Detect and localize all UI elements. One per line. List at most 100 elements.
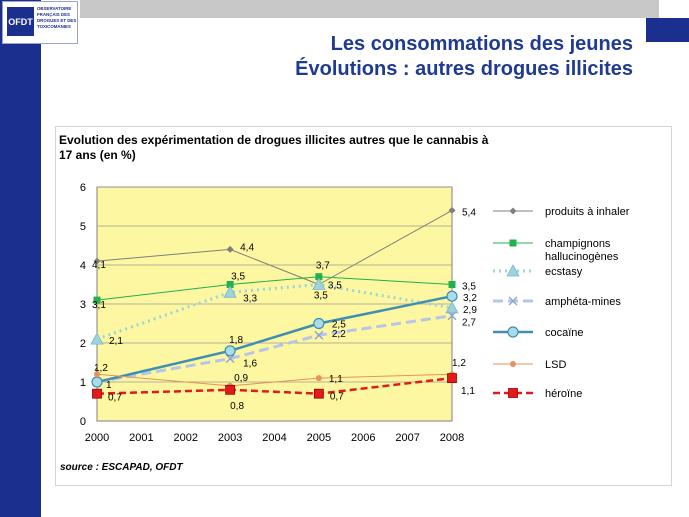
series-7-point	[447, 373, 457, 384]
series-line-6	[96, 373, 453, 387]
data-label: 3,5	[462, 282, 476, 293]
data-label: 4,1	[92, 260, 106, 271]
y-tick-label: 6	[80, 182, 86, 194]
series-6-point	[315, 375, 322, 382]
x-tick-label: 2004	[262, 432, 286, 444]
data-label: 3,1	[92, 300, 106, 311]
data-label: 2,2	[332, 329, 346, 340]
top-grey-bar	[80, 0, 659, 18]
data-label: 1	[106, 380, 112, 391]
legend-label: cocaïne	[545, 327, 584, 339]
data-label: 2,1	[109, 336, 123, 347]
series-3-point	[223, 285, 237, 298]
data-label: 1,2	[452, 358, 466, 369]
data-label: 3,5	[314, 291, 328, 302]
x-tick-label: 2006	[351, 432, 375, 444]
series-7-point	[92, 388, 102, 399]
source-note: source : ESCAPAD, OFDT	[60, 462, 183, 473]
legend-marker-4	[508, 296, 518, 306]
x-tick-label: 2008	[440, 432, 464, 444]
ofdt-logo: OFDT OBSERVATOIRE FRANÇAIS DES DROGUES E…	[2, 1, 78, 44]
series-4-point	[314, 330, 324, 340]
data-label: 1,1	[461, 386, 475, 397]
x-tick-label: 2007	[395, 432, 419, 444]
legend-marker-1	[509, 207, 517, 215]
slide-title: Les consommations des jeunes Évolutions …	[295, 32, 633, 82]
series-5-point	[224, 345, 236, 357]
series-2-point	[315, 273, 323, 281]
series-2-point	[226, 281, 234, 288]
data-label: 5,4	[462, 207, 476, 218]
legend-marker-5	[507, 326, 519, 338]
series-line-1	[96, 209, 453, 285]
series-4-point	[225, 354, 235, 364]
series-3-point	[445, 301, 459, 314]
legend-label: produits à inhaler	[545, 206, 630, 218]
series-5-point	[313, 317, 325, 330]
legend-marker-2	[509, 239, 517, 247]
x-tick-label: 2000	[85, 432, 109, 444]
series-line-5	[96, 294, 453, 384]
data-label: 0,9	[234, 373, 248, 384]
data-label: 3,5	[231, 272, 245, 283]
logo-text: OBSERVATOIRE FRANÇAIS DES DROGUES ET DES…	[37, 6, 77, 29]
chart-title-line1: Evolution des expérimentation de drogues…	[59, 133, 489, 147]
x-tick-label: 2002	[174, 432, 198, 444]
data-label: 0,7	[108, 393, 122, 404]
left-navy-bar	[0, 0, 41, 517]
data-label: 4,4	[240, 242, 254, 253]
chart-title: Evolution des expérimentation de drogues…	[59, 133, 539, 163]
legend-marker-3	[506, 264, 520, 277]
series-2-point	[93, 296, 101, 304]
data-label: 2,7	[462, 318, 476, 329]
series-line-4	[96, 314, 453, 384]
data-label: 3,2	[463, 293, 477, 304]
y-tick-label: 0	[80, 416, 86, 428]
legend-marker-6	[510, 361, 516, 367]
data-label: 1,2	[94, 363, 108, 374]
series-1-point	[226, 245, 234, 253]
data-label: 1,8	[229, 335, 243, 346]
legend-label: amphéta-mines	[545, 296, 621, 308]
legend-label: ecstasy	[545, 266, 583, 278]
data-label: 1,1	[329, 374, 343, 385]
data-label: 3,3	[243, 293, 257, 304]
data-label: 1,6	[243, 359, 257, 370]
y-tick-label: 3	[80, 299, 86, 311]
x-tick-label: 2003	[218, 432, 242, 444]
legend-label: LSD	[545, 359, 566, 371]
data-label: 0,7	[330, 392, 344, 403]
x-tick-label: 2005	[307, 432, 331, 444]
data-label: 2,5	[332, 320, 346, 331]
data-label: 3,7	[316, 261, 330, 272]
corner-navy-block	[646, 18, 689, 42]
series-5-point	[446, 290, 458, 302]
y-tick-label: 4	[80, 260, 86, 272]
slide-title-line1: Les consommations des jeunes	[330, 33, 633, 55]
y-tick-label: 1	[80, 377, 86, 389]
data-label: 2,9	[463, 305, 477, 316]
series-line-2	[96, 276, 453, 301]
series-7-point	[313, 388, 324, 399]
legend-marker-7	[508, 388, 518, 398]
chart-title-line2: 17 ans (en %)	[59, 148, 136, 162]
legend-label: champignons	[545, 238, 611, 250]
series-6-point	[94, 371, 100, 378]
series-3-point	[90, 332, 104, 345]
legend-label: héroïne	[545, 388, 582, 400]
series-1-point	[448, 206, 456, 214]
data-label: 0,8	[230, 401, 244, 412]
logo-mark: OFDT	[7, 7, 34, 36]
series-line-7	[96, 376, 453, 395]
x-tick-label: 2001	[129, 432, 153, 444]
y-tick-label: 5	[80, 221, 86, 233]
series-2-point	[448, 281, 456, 288]
slide-title-line2: Évolutions : autres drogues illicites	[295, 58, 633, 80]
series-7-point	[225, 384, 236, 395]
series-1-point	[93, 257, 101, 265]
data-label: 3,5	[328, 281, 342, 292]
series-5-point	[91, 376, 103, 388]
series-3-point	[312, 277, 326, 290]
legend-label: hallucinogènes	[545, 251, 619, 263]
